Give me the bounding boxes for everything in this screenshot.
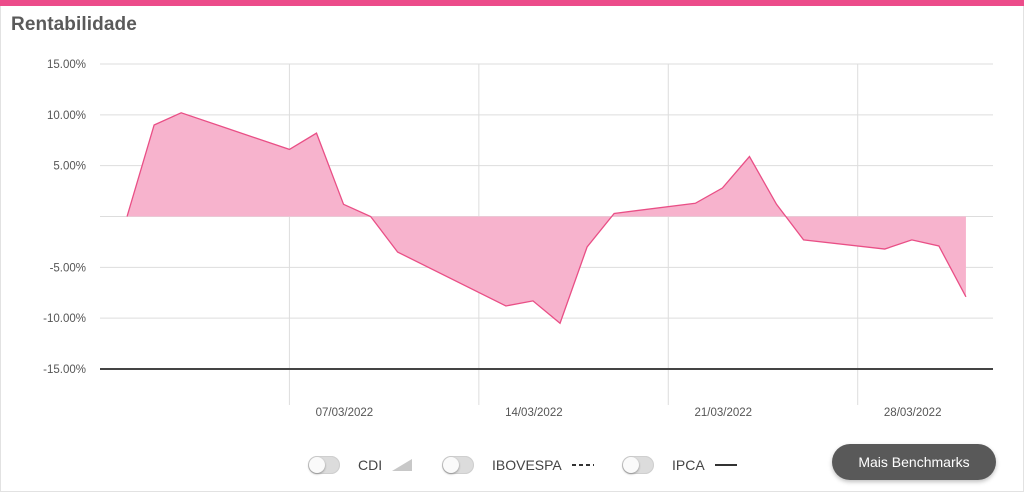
data-point[interactable] (178, 110, 184, 116)
data-point[interactable] (530, 298, 536, 304)
y-tick-label: -15.00% (43, 364, 86, 376)
data-point[interactable] (395, 249, 401, 255)
data-point[interactable] (882, 246, 888, 252)
data-point[interactable] (909, 237, 915, 243)
data-point[interactable] (151, 122, 157, 128)
data-point[interactable] (963, 294, 969, 300)
accent-top-bar (0, 0, 1024, 6)
toggle-knob (443, 457, 459, 473)
chart-area-series (124, 110, 969, 326)
data-point[interactable] (313, 130, 319, 136)
y-tick-label: -10.00% (43, 313, 86, 325)
data-point[interactable] (746, 154, 752, 160)
x-tick-label: 21/03/2022 (694, 407, 752, 419)
toggle-knob (623, 457, 639, 473)
y-tick-label: 10.00% (47, 110, 86, 122)
rentabilidade-chart: 15.00% 10.00% 5.00% -5.00% -10.00% -15.00% 07/… (43, 59, 993, 419)
legend-label-ipca: IPCA (672, 457, 705, 473)
toggle-knob (309, 457, 325, 473)
y-tick-label: -5.00% (50, 262, 86, 274)
data-point[interactable] (774, 201, 780, 207)
area-line (126, 112, 967, 325)
x-tick-label: 07/03/2022 (316, 407, 374, 419)
cdi-toggle[interactable] (308, 456, 340, 474)
data-point[interactable] (719, 185, 725, 191)
x-tick-label: 14/03/2022 (505, 407, 563, 419)
legend-label-cdi: CDI (358, 457, 383, 473)
page-title: Rentabilidade (11, 14, 137, 35)
y-tick-label: 15.00% (47, 59, 86, 71)
more-benchmarks-button[interactable]: Mais Benchmarks (832, 444, 996, 480)
data-point[interactable] (368, 214, 374, 220)
area-fill (127, 112, 966, 324)
data-point[interactable] (557, 320, 563, 326)
data-point[interactable] (584, 244, 590, 250)
data-point[interactable] (801, 237, 807, 243)
solid-line-icon (714, 464, 737, 466)
data-point[interactable] (286, 146, 292, 152)
legend-label-ibovespa: IBOVESPA (492, 457, 562, 473)
area-triangle-icon (392, 459, 413, 471)
data-point[interactable] (124, 214, 130, 220)
legend-item-ibovespa: IBOVESPA (442, 455, 594, 475)
data-point[interactable] (692, 200, 698, 206)
dashed-line-icon (571, 464, 594, 466)
legend-item-cdi: CDI (308, 455, 413, 475)
data-point[interactable] (503, 303, 509, 309)
ibovespa-toggle[interactable] (442, 456, 474, 474)
data-point[interactable] (341, 201, 347, 207)
x-tick-label: 28/03/2022 (884, 407, 942, 419)
legend-item-ipca: IPCA (622, 455, 737, 475)
data-point[interactable] (611, 210, 617, 216)
y-tick-label: 5.00% (53, 161, 86, 173)
data-point[interactable] (936, 243, 942, 249)
ipca-toggle[interactable] (622, 456, 654, 474)
chart-axes: 15.00% 10.00% 5.00% -5.00% -10.00% -15.00% 07/… (43, 59, 993, 419)
